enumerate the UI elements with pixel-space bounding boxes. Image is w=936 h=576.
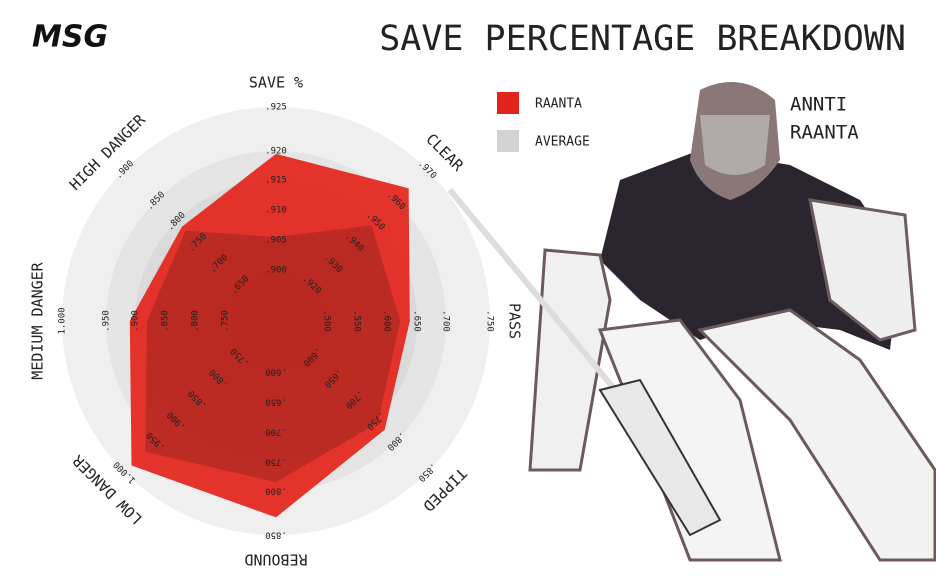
- legend: RAANTA AVERAGE: [497, 92, 590, 152]
- tick-label: .800: [191, 310, 201, 332]
- axis-label: SAVE %: [249, 74, 303, 92]
- tick-label: .850: [161, 310, 171, 332]
- tick-label: .910: [265, 206, 287, 216]
- player-photo: [447, 82, 936, 562]
- axis-label: REBOUND: [244, 551, 307, 569]
- tick-label: .915: [265, 176, 287, 186]
- tick-label: .850: [265, 530, 287, 540]
- tick-label: .905: [265, 236, 287, 246]
- series-area: [145, 225, 401, 483]
- tick-label: .800: [265, 486, 287, 496]
- tick-label: .700: [441, 310, 451, 332]
- radar-plot: [129, 153, 410, 518]
- legend-swatch: [497, 130, 519, 152]
- legend-label: AVERAGE: [535, 135, 590, 150]
- tick-label: .500: [322, 310, 332, 332]
- chart-title: SAVE PERCENTAGE BREAKDOWN: [379, 19, 906, 59]
- axis-label: MEDIUM DANGER: [29, 261, 47, 379]
- tick-label: .950: [102, 310, 112, 332]
- player-name: RAANTA: [790, 122, 859, 144]
- tick-label: 1.000: [58, 307, 68, 334]
- tick-label: .700: [265, 427, 287, 437]
- tick-label: .750: [221, 310, 231, 332]
- tick-label: .550: [352, 310, 362, 332]
- logo: MSG: [32, 20, 108, 55]
- player-name: ANNTI: [790, 94, 847, 116]
- axis-label: PASS: [506, 303, 524, 339]
- tick-label: .900: [131, 310, 141, 332]
- tick-label: .600: [265, 367, 287, 377]
- legend-label: RAANTA: [535, 97, 582, 112]
- legend-swatch: [497, 92, 519, 114]
- tick-label: .650: [265, 397, 287, 407]
- tick-label: .600: [382, 310, 392, 332]
- tick-label: .750: [485, 310, 495, 332]
- tick-label: .920: [265, 147, 287, 157]
- tick-label: .750: [265, 457, 287, 467]
- tick-label: .925: [265, 103, 287, 113]
- tick-label: .650: [412, 310, 422, 332]
- tick-label: .900: [265, 266, 287, 276]
